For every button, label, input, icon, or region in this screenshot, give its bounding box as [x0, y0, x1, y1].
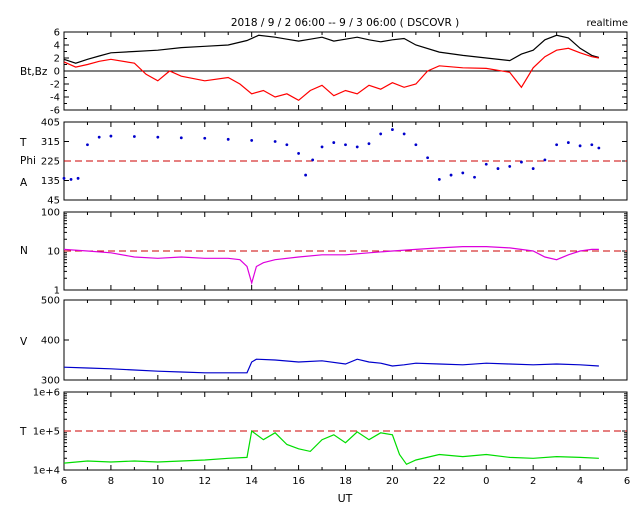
- phi-point: [426, 156, 430, 160]
- phi-point: [520, 160, 523, 164]
- y-axis-label: A: [20, 177, 28, 189]
- y-tick-label: 1e+4: [33, 466, 60, 477]
- phi-point: [344, 143, 347, 147]
- panel-frame-3: [63, 299, 628, 381]
- phi-point: [391, 128, 394, 131]
- x-tick-label: 20: [386, 476, 399, 487]
- phi-point: [508, 165, 512, 168]
- phi-point: [367, 142, 371, 146]
- x-tick-label: 22: [433, 476, 446, 487]
- phi-point: [97, 135, 101, 139]
- phi-point: [566, 141, 570, 144]
- phi-point: [578, 144, 582, 148]
- phi-point: [414, 143, 418, 147]
- y-tick-label: 100: [41, 208, 60, 219]
- phi-point: [543, 158, 547, 162]
- y-tick-label: -6: [50, 106, 60, 117]
- phi-point: [473, 175, 476, 179]
- phi-point: [437, 178, 441, 181]
- phi-point: [69, 178, 73, 181]
- x-axis-label: UT: [338, 492, 353, 505]
- x-tick-label: 10: [151, 476, 164, 487]
- y-tick-label: 500: [41, 296, 60, 307]
- phi-point: [402, 132, 406, 136]
- phi-point: [379, 132, 383, 136]
- y-tick-label: -4: [50, 93, 60, 104]
- y-axis-label: V: [20, 336, 28, 348]
- x-tick-label: 4: [577, 476, 583, 487]
- y-tick-label: 45: [47, 196, 60, 207]
- series-line-bt: [63, 34, 600, 64]
- phi-point: [226, 137, 230, 141]
- x-tick-label: 2: [530, 476, 536, 487]
- y-tick-label: 10: [47, 247, 60, 258]
- phi-point: [531, 167, 535, 170]
- phi-point: [76, 176, 80, 180]
- y-tick-label: 225: [41, 157, 60, 168]
- phi-point: [590, 143, 594, 147]
- phi-point: [132, 135, 136, 138]
- y-axis-label: T: [19, 426, 27, 438]
- phi-point: [250, 139, 254, 142]
- y-tick-label: 400: [41, 336, 60, 347]
- x-tick-label: 16: [292, 476, 305, 487]
- phi-point: [285, 143, 289, 147]
- x-tick-label: 6: [624, 476, 630, 487]
- phi-point: [179, 136, 183, 140]
- x-tick-label: 6: [61, 476, 67, 487]
- y-tick-label: 1e+6: [33, 388, 60, 399]
- y-tick-label: -2: [50, 80, 60, 91]
- x-tick-label: 8: [108, 476, 114, 487]
- y-tick-label: 1e+5: [33, 427, 60, 438]
- x-tick-label: 0: [483, 476, 489, 487]
- y-tick-label: 405: [41, 118, 60, 129]
- phi-point: [273, 140, 277, 143]
- series-line-bz: [63, 47, 600, 102]
- phi-point: [449, 173, 453, 177]
- y-axis-label: Phi: [20, 155, 36, 167]
- x-tick-label: 18: [339, 476, 352, 487]
- phi-point: [484, 162, 488, 166]
- phi-point: [311, 158, 315, 162]
- x-tick-label: 12: [198, 476, 211, 487]
- y-tick-label: 6: [54, 28, 60, 39]
- series-line-t: [63, 429, 599, 466]
- phi-point: [203, 136, 207, 140]
- y-tick-label: 2: [54, 54, 60, 65]
- y-axis-label: Bt,Bz: [20, 66, 48, 78]
- phi-point: [156, 135, 160, 139]
- phi-point: [332, 141, 336, 144]
- y-tick-label: 315: [41, 137, 60, 148]
- y-tick-label: 1: [54, 286, 60, 297]
- y-tick-label: 135: [41, 176, 60, 187]
- phi-point: [297, 152, 300, 155]
- phi-point: [355, 145, 359, 149]
- phi-point: [320, 145, 324, 149]
- y-axis-label: N: [20, 245, 28, 257]
- x-tick-label: 14: [245, 476, 258, 487]
- series-line-v: [63, 358, 599, 374]
- y-tick-label: 4: [54, 41, 60, 52]
- phi-point: [555, 143, 559, 147]
- realtime-badge: realtime: [586, 18, 628, 29]
- phi-point: [597, 146, 601, 150]
- phi-point: [461, 171, 465, 175]
- y-tick-label: 0: [54, 67, 60, 78]
- chart-title: 2018 / 9 / 2 06:00 -- 9 / 3 06:00 ( DSCO…: [231, 17, 459, 29]
- phi-point: [496, 167, 500, 170]
- phi-point: [109, 134, 113, 138]
- phi-point: [62, 176, 66, 180]
- y-axis-label: T: [19, 137, 27, 149]
- series-line-n: [63, 246, 599, 286]
- phi-point: [304, 173, 308, 177]
- y-tick-label: 300: [41, 376, 60, 387]
- phi-point: [86, 143, 89, 147]
